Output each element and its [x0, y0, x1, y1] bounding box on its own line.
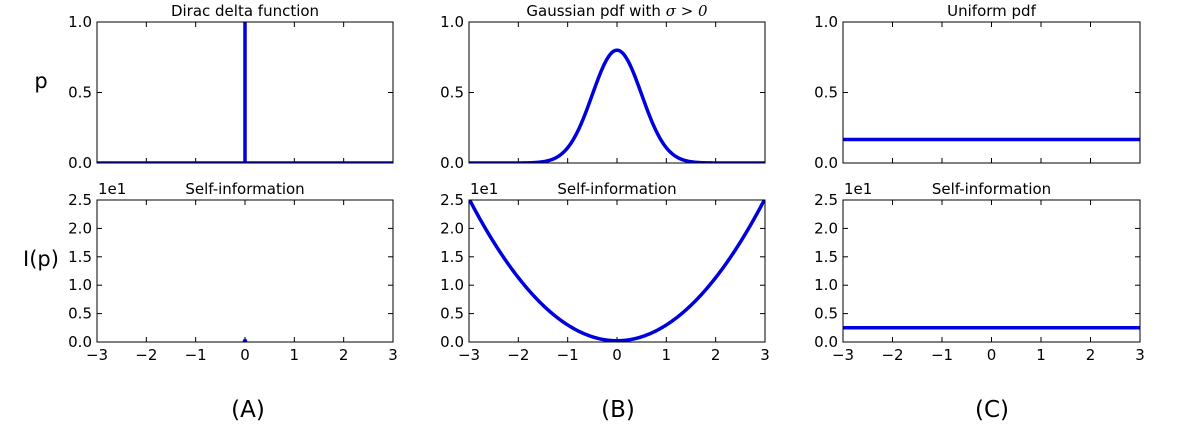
y-tick-label: 2.0: [440, 219, 464, 237]
x-tick-label: −3: [86, 346, 108, 364]
y-tick-label: 2.0: [68, 219, 92, 237]
x-tick-label: 3: [760, 346, 770, 364]
title-text: Uniform pdf: [947, 2, 1036, 20]
y-tick-label: 0.5: [68, 84, 92, 102]
y-tick-label: 1.5: [68, 248, 92, 266]
title-text: Self-information: [557, 180, 676, 198]
x-tick-label: −1: [185, 346, 207, 364]
y-tick-label: 0.0: [440, 333, 464, 351]
y-tick-label: 2.0: [814, 219, 838, 237]
x-tick-label: 3: [1135, 346, 1145, 364]
panel-label-c: (C): [975, 397, 1009, 423]
y-tick-label: 1.5: [440, 248, 464, 266]
x-tick-label: 1: [290, 346, 300, 364]
subplot-title: Self-information: [185, 180, 304, 198]
y-tick-label: 0.0: [68, 154, 92, 172]
scale-factor-label: 1e1: [844, 180, 872, 198]
x-tick-label: −2: [135, 346, 157, 364]
x-tick-label: 2: [711, 346, 721, 364]
axes-frame: [96, 199, 394, 343]
y-tick-label: 0.5: [440, 305, 464, 323]
title-math: σ > 0: [661, 2, 708, 20]
x-tick-label: −3: [832, 346, 854, 364]
axes-frame: [842, 21, 1141, 164]
y-tick-label: 0.0: [814, 154, 838, 172]
series-line: [242, 338, 248, 342]
y-tick-label: 1.0: [440, 13, 464, 31]
x-tick-label: 0: [612, 346, 622, 364]
panel-label-b: (B): [601, 397, 635, 423]
x-tick-label: −2: [881, 346, 903, 364]
y-tick-label: 0.5: [440, 84, 464, 102]
y-tick-label: 0.5: [68, 305, 92, 323]
subplot-title: Gaussian pdf with σ > 0: [526, 2, 708, 20]
y-tick-label: 0.0: [68, 333, 92, 351]
title-text: Dirac delta function: [171, 2, 319, 20]
y-tick-label: 0.5: [814, 84, 838, 102]
x-tick-label: −1: [557, 346, 579, 364]
axes-frame: [468, 21, 766, 164]
x-tick-label: −2: [507, 346, 529, 364]
y-tick-label: 1.0: [68, 13, 92, 31]
y-tick-label: 1.5: [814, 248, 838, 266]
subplot-pdf-b: Gaussian pdf with σ > 0 0.0 0.5 1.0: [440, 2, 766, 172]
y-tick-label: 1.0: [440, 276, 464, 294]
x-tick-label: 1: [1036, 346, 1046, 364]
x-tick-label: 2: [339, 346, 349, 364]
series-line: [469, 48, 765, 163]
subplot-title: Uniform pdf: [947, 2, 1036, 20]
subplot-info-b: Self-information 1e1 0.0 0.5 1.0 1.5 2.0 2.5 −3 −…: [440, 180, 770, 364]
x-tick-label: 1: [662, 346, 672, 364]
title-text: Gaussian pdf with: [526, 2, 661, 20]
x-tick-label: 2: [1086, 346, 1096, 364]
row-label-bottom: I(p): [23, 247, 59, 271]
x-tick-label: 3: [388, 346, 398, 364]
subplot-pdf-a: Dirac delta function 0.0 0.5 1.0: [68, 2, 394, 172]
axes-frame: [842, 199, 1141, 343]
y-tick-label: 0.0: [440, 154, 464, 172]
y-tick-label: 1.0: [814, 276, 838, 294]
axes-frame: [96, 21, 394, 164]
title-text: Self-information: [932, 180, 1051, 198]
scale-factor-label: 1e1: [98, 180, 126, 198]
subplot-title: Self-information: [932, 180, 1051, 198]
series-line: [97, 22, 393, 163]
subplot-title: Dirac delta function: [171, 2, 319, 20]
row-label-top: p: [34, 69, 47, 93]
y-tick-label: 1.0: [814, 13, 838, 31]
subplot-info-a: Self-information 1e1 0.0 0.5 1.0 1.5 2.0 2.5 −3 −…: [68, 180, 398, 364]
title-text: Self-information: [185, 180, 304, 198]
y-tick-label: 0.5: [814, 305, 838, 323]
y-tick-label: 2.5: [814, 191, 838, 209]
subplot-pdf-c: Uniform pdf 0.0 0.5 1.0: [814, 2, 1141, 172]
series-line: [469, 200, 765, 342]
y-tick-label: 0.0: [814, 333, 838, 351]
y-tick-label: 2.5: [440, 191, 464, 209]
subplot-info-c: Self-information 1e1 0.0 0.5 1.0 1.5 2.0 2.5 −3 −…: [814, 180, 1145, 364]
axes-frame: [468, 199, 766, 343]
x-tick-label: 0: [240, 346, 250, 364]
subplot-title: Self-information: [557, 180, 676, 198]
y-tick-label: 2.5: [68, 191, 92, 209]
y-tick-label: 1.0: [68, 276, 92, 294]
x-tick-label: 0: [987, 346, 997, 364]
panel-label-a: (A): [231, 397, 265, 423]
x-tick-label: −3: [458, 346, 480, 364]
x-tick-label: −1: [931, 346, 953, 364]
scale-factor-label: 1e1: [470, 180, 498, 198]
